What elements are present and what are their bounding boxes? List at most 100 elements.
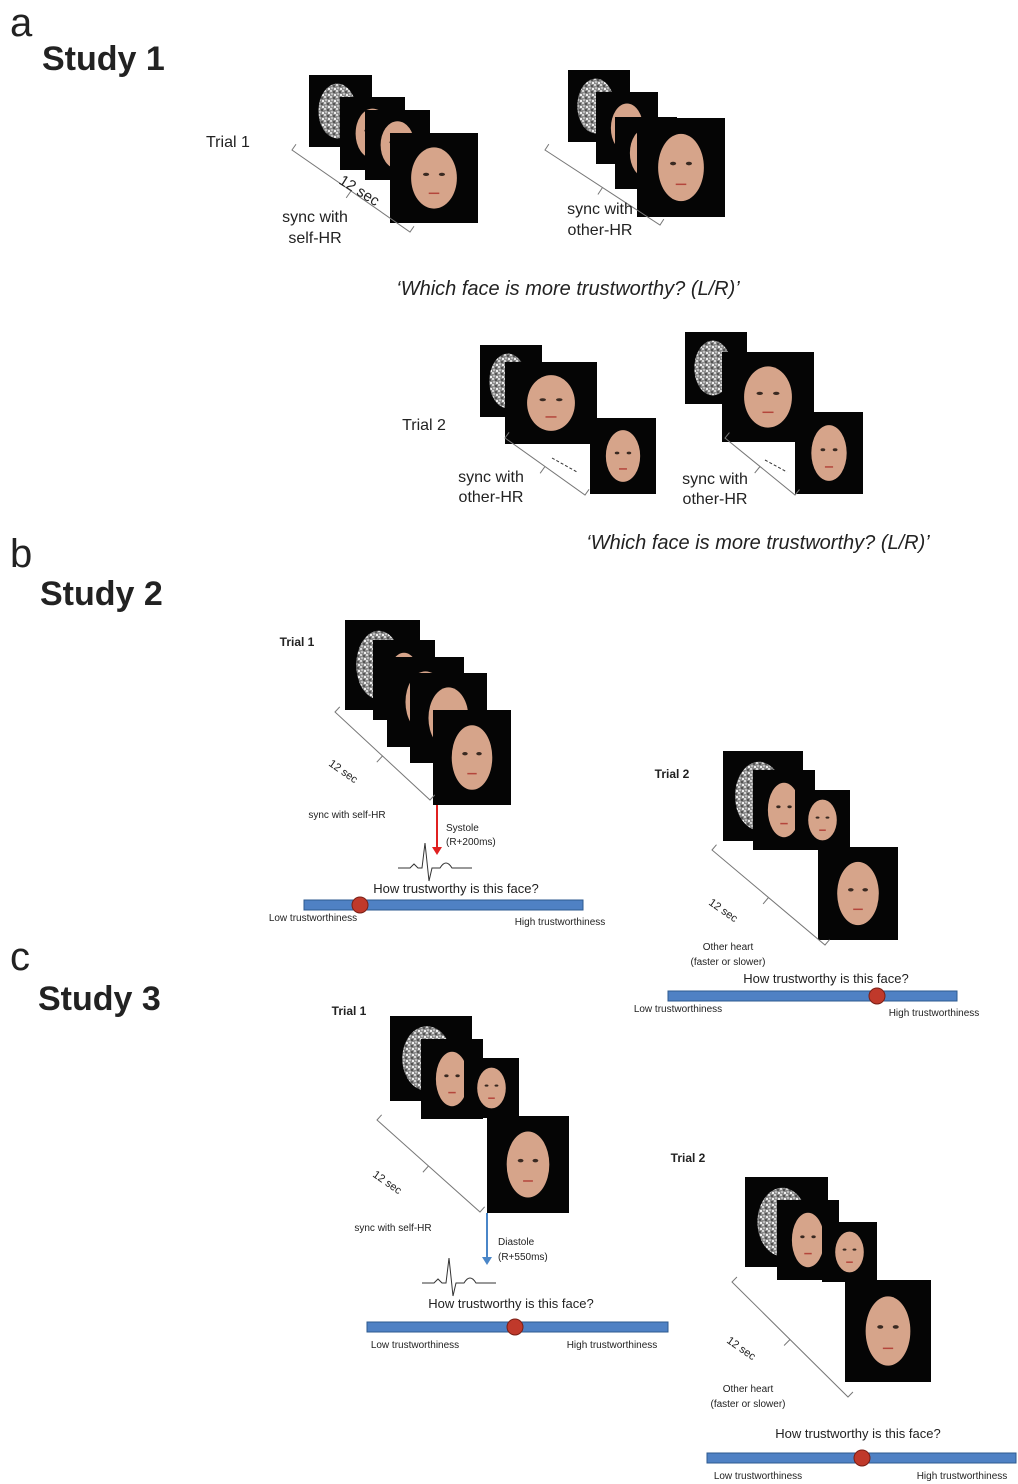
face-head — [792, 1213, 824, 1267]
rating-knob — [869, 988, 885, 1004]
phase-arrowhead — [432, 847, 442, 855]
phase-label: Diastole — [498, 1237, 535, 1248]
trial-label: Trial 1 — [206, 134, 250, 151]
rating-question: How trustworthy is this face? — [373, 881, 538, 896]
face-head — [452, 725, 493, 790]
stimulus-card — [818, 847, 898, 940]
face-eye — [787, 805, 791, 808]
sync-label: (faster or slower) — [710, 1399, 785, 1410]
rating-low: Low trustworthiness — [714, 1471, 802, 1482]
face-eye — [455, 1074, 459, 1077]
panel-letter: c — [10, 935, 30, 979]
face-head — [436, 1052, 468, 1106]
rating-question: How trustworthy is this face? — [428, 1296, 593, 1311]
duration-bracket — [712, 845, 830, 945]
face-eye — [853, 1249, 857, 1251]
face-head — [658, 134, 704, 201]
face-head — [808, 800, 837, 841]
face-eye — [833, 448, 838, 451]
face-head — [477, 1068, 506, 1109]
face-eye — [893, 1325, 899, 1329]
figure: aStudy 1Trial 112 secsync withself-HRsyn… — [0, 0, 1018, 1484]
face-eye — [800, 1235, 804, 1238]
duration-label: 12 sec — [706, 897, 740, 926]
face-eye — [556, 398, 562, 401]
phase-label: (R+550ms) — [498, 1252, 548, 1263]
stimulus-card — [795, 412, 863, 494]
stimulus-card — [637, 118, 725, 217]
panel-title: Study 1 — [42, 40, 165, 78]
panel-title: Study 3 — [38, 980, 161, 1018]
duration-label: 12 sec — [370, 1169, 404, 1198]
rating-low: Low trustworthiness — [371, 1340, 459, 1351]
face-eye — [811, 1235, 815, 1238]
face-eye — [518, 1159, 524, 1162]
phase-label: Systole — [446, 823, 479, 834]
face-eye — [439, 173, 445, 176]
face-head — [527, 375, 575, 431]
face-eye — [627, 452, 632, 455]
duration-bracket — [732, 1277, 853, 1397]
sync-label: self-HR — [288, 230, 341, 247]
duration-bracket — [377, 1115, 485, 1212]
face-eye — [615, 452, 620, 455]
face-head — [866, 1296, 911, 1365]
phase-label: (R+200ms) — [446, 837, 496, 848]
face-eye — [540, 398, 546, 401]
sync-label: Other heart — [703, 942, 754, 953]
stimulus-card — [845, 1280, 931, 1382]
face-eye — [776, 805, 780, 808]
rating-high: High trustworthiness — [917, 1471, 1008, 1482]
face-head — [811, 425, 846, 481]
rating-knob — [854, 1450, 870, 1466]
stimulus-card — [464, 1058, 519, 1118]
sync-label: Other heart — [723, 1384, 774, 1395]
face-eye — [533, 1159, 539, 1162]
rating-question: How trustworthy is this face? — [775, 1426, 940, 1441]
rating-high: High trustworthiness — [567, 1340, 658, 1351]
face-eye — [686, 162, 692, 166]
duration-label: 12 sec — [326, 758, 360, 787]
rating-high: High trustworthiness — [515, 917, 606, 928]
trial-label: Trial 2 — [671, 1151, 706, 1165]
trial-label: Trial 2 — [655, 767, 690, 781]
rating-low: Low trustworthiness — [269, 913, 357, 924]
sync-label: sync with — [458, 469, 524, 486]
face-eye — [495, 1085, 499, 1087]
sync-label: sync with — [567, 201, 633, 218]
stimulus-card — [433, 710, 511, 805]
face-eye — [816, 817, 820, 819]
rating-high: High trustworthiness — [889, 1008, 980, 1019]
ellipsis-dash — [552, 458, 577, 472]
stimulus-card — [590, 418, 656, 494]
face-eye — [444, 1074, 448, 1077]
face-eye — [877, 1325, 883, 1329]
sync-label: (faster or slower) — [690, 957, 765, 968]
rating-slider — [668, 991, 957, 1001]
face-head — [744, 366, 792, 427]
stimulus-card — [487, 1116, 569, 1213]
face-eye — [476, 752, 481, 755]
face-eye — [848, 888, 854, 891]
sync-label: other-HR — [568, 222, 633, 239]
sync-label: other-HR — [459, 489, 524, 506]
sync-label: sync with self-HR — [354, 1223, 431, 1234]
sync-label: sync with — [682, 471, 748, 488]
face-eye — [423, 173, 429, 176]
panel-title: Study 2 — [40, 575, 163, 613]
face-eye — [757, 392, 763, 395]
face-eye — [821, 448, 826, 451]
rating-question: How trustworthy is this face? — [743, 971, 908, 986]
face-eye — [773, 392, 779, 395]
panel-letter: b — [10, 532, 32, 576]
rating-low: Low trustworthiness — [634, 1004, 722, 1015]
stimulus-card — [822, 1222, 877, 1282]
face-eye — [670, 162, 676, 166]
face-head — [507, 1132, 550, 1198]
question: ‘Which face is more trustworthy? (L/R)’ — [586, 532, 930, 554]
face-eye — [462, 752, 467, 755]
duration-label: 12 sec — [724, 1335, 758, 1364]
face-head — [606, 430, 640, 482]
sync-label: sync with self-HR — [308, 810, 385, 821]
face-head — [411, 147, 457, 208]
